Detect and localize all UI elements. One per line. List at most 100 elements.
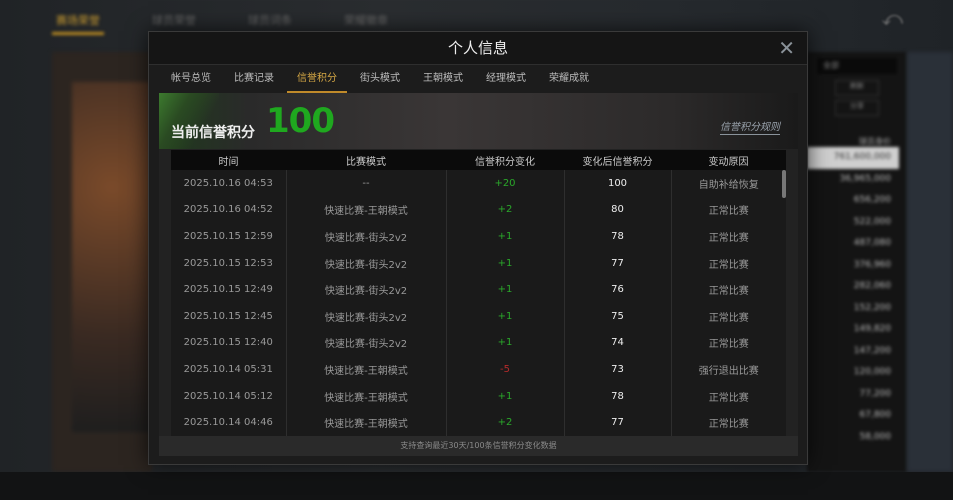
share-button[interactable]: 分享: [835, 100, 879, 116]
change-cell: +2: [445, 196, 564, 224]
credit-banner: 当前信誉积分 100 信誉积分规则: [159, 93, 798, 149]
after-score-cell: 100: [563, 170, 671, 197]
reason-cell: 正常比赛: [670, 329, 786, 357]
tab-4[interactable]: 王朝模式: [423, 73, 463, 84]
after-score-cell: 76: [563, 276, 671, 303]
change-cell: +20: [445, 170, 564, 197]
change-cell: +1: [445, 249, 564, 277]
reason-cell: 正常比赛: [670, 302, 786, 330]
reason-cell: 正常比赛: [670, 276, 786, 303]
tab-0[interactable]: 帐号总览: [171, 73, 211, 84]
ranking-value: 522,000: [853, 216, 891, 227]
ranking-panel: 全部 刷新 分享 球员身价 761,600,000 36,965,000 656,2…: [807, 52, 907, 472]
current-score-label: 当前信誉积分: [171, 125, 255, 141]
tab-1[interactable]: 比赛记录: [234, 73, 274, 84]
change-cell: +1: [445, 276, 564, 303]
mode-cell: 快速比赛-王朝模式: [285, 382, 446, 410]
mode-cell: 快速比赛-街头2v2: [285, 249, 446, 277]
ranking-value: 656,200: [853, 195, 891, 205]
table-row: 2025.10.16 04:52 快速比赛-王朝模式 +2 80 正常比赛: [171, 196, 786, 224]
personal-info-modal: 个人信息 ✕ 帐号总览 比赛记录 信誉积分 街头模式 王朝模式 经理模式 荣耀成就 当前信誉…: [148, 31, 808, 465]
mode-cell: 快速比赛-街头2v2: [285, 223, 446, 250]
ranking-value: 487,080: [853, 238, 891, 248]
time-cell: 2025.10.16 04:52: [171, 196, 286, 224]
time-cell: 2025.10.15 12:49: [171, 276, 286, 303]
bg-nav-item[interactable]: 球员荣誉: [152, 14, 196, 27]
table-row: 2025.10.15 12:45 快速比赛-街头2v2 +1 75 正常比赛: [171, 302, 786, 330]
footer-note: 支持查询最近30天/100条信誉积分变化数据: [159, 436, 798, 456]
ranking-value: 67,800: [859, 410, 892, 420]
time-cell: 2025.10.15 12:45: [171, 302, 286, 330]
column-header: 信誉积分变化: [446, 150, 564, 170]
after-score-cell: 75: [563, 302, 671, 330]
after-score-cell: 78: [563, 223, 671, 250]
after-score-cell: 73: [563, 356, 671, 383]
mode-cell: 快速比赛-王朝模式: [285, 196, 446, 224]
reason-cell: 正常比赛: [670, 223, 786, 250]
tab-5[interactable]: 经理模式: [486, 73, 526, 84]
table-row: 2025.10.14 05:12 快速比赛-王朝模式 +1 78 正常比赛: [171, 382, 786, 410]
background-nav: 赛场荣誉 球员荣誉 球员词条 荣耀徽章: [52, 8, 392, 35]
table-row: 2025.10.14 04:46 快速比赛-王朝模式 +2 77 正常比赛: [171, 409, 786, 436]
reason-cell: 自助补给恢复: [670, 170, 786, 197]
bg-nav-item[interactable]: 荣耀徽章: [344, 14, 388, 27]
credit-rules-link[interactable]: 信誉积分规则: [720, 118, 780, 135]
filter-select[interactable]: 全部: [817, 58, 897, 74]
modal-header: 个人信息 ✕: [149, 32, 807, 65]
column-header: 比赛模式: [286, 150, 446, 170]
tab-bar: 帐号总览 比赛记录 信誉积分 街头模式 王朝模式 经理模式 荣耀成就: [149, 65, 807, 93]
ranking-value: 147,200: [853, 345, 891, 356]
ranking-value: 36,965,000: [839, 173, 891, 184]
bg-nav-item[interactable]: 赛场荣誉: [52, 8, 104, 35]
ranking-value: 282,060: [853, 281, 891, 291]
tab-6[interactable]: 荣耀成就: [549, 73, 589, 84]
reason-cell: 正常比赛: [670, 382, 786, 410]
mode-cell: 快速比赛-街头2v2: [285, 302, 446, 330]
time-cell: 2025.10.14 05:12: [171, 382, 286, 410]
reason-cell: 正常比赛: [670, 409, 786, 436]
mode-cell: 快速比赛-街头2v2: [285, 276, 446, 303]
table-row: 2025.10.14 05:31 快速比赛-王朝模式 -5 73 强行退出比赛: [171, 356, 786, 383]
change-cell: +1: [445, 329, 564, 357]
table-row: 2025.10.15 12:49 快速比赛-街头2v2 +1 76 正常比赛: [171, 276, 786, 303]
table-row: 2025.10.15 12:59 快速比赛-街头2v2 +1 78 正常比赛: [171, 223, 786, 250]
time-cell: 2025.10.14 05:31: [171, 356, 286, 383]
after-score-cell: 77: [563, 409, 671, 436]
table-row: 2025.10.15 12:53 快速比赛-街头2v2 +1 77 正常比赛: [171, 249, 786, 277]
after-score-cell: 74: [563, 329, 671, 357]
table-row: 2025.10.16 04:53 -- +20 100 自助补给恢复: [171, 170, 786, 197]
ranking-value: 120,000: [853, 367, 891, 377]
back-icon[interactable]: ⤺: [881, 6, 903, 30]
credit-history-table: 时间 比赛模式 信誉积分变化 变化后信誉积分 变动原因 2025.10.16 0…: [171, 150, 786, 436]
background-scene: [907, 52, 953, 472]
ranking-value: 149,820: [853, 324, 891, 334]
refresh-button[interactable]: 刷新: [835, 80, 879, 96]
ranking-value: 761,600,000: [807, 147, 899, 169]
ranking-value: 152,200: [853, 302, 891, 313]
column-header: 时间: [171, 150, 286, 170]
scrollbar[interactable]: [782, 170, 786, 198]
change-cell: -5: [445, 356, 564, 383]
time-cell: 2025.10.15 12:40: [171, 329, 286, 357]
close-icon[interactable]: ✕: [778, 36, 795, 60]
change-cell: +2: [445, 409, 564, 436]
tab-2[interactable]: 信誉积分: [287, 65, 347, 93]
after-score-cell: 77: [563, 249, 671, 277]
bottom-bar: [0, 472, 953, 500]
tab-3[interactable]: 街头模式: [360, 73, 400, 84]
mode-cell: 快速比赛-王朝模式: [285, 409, 446, 436]
bg-nav-item[interactable]: 球员词条: [248, 14, 292, 27]
time-cell: 2025.10.15 12:53: [171, 249, 286, 277]
ranking-value: 77,200: [859, 388, 892, 399]
column-header: 变化后信誉积分: [564, 150, 671, 170]
time-cell: 2025.10.15 12:59: [171, 223, 286, 250]
credit-panel: 当前信誉积分 100 信誉积分规则 时间 比赛模式 信誉积分变化 变化后信誉积分…: [159, 93, 798, 456]
banner-decoration: [159, 93, 219, 149]
change-cell: +1: [445, 382, 564, 410]
after-score-cell: 80: [563, 196, 671, 224]
player-image: [72, 82, 152, 432]
mode-cell: 快速比赛-街头2v2: [285, 329, 446, 357]
mode-cell: 快速比赛-王朝模式: [285, 356, 446, 383]
reason-cell: 正常比赛: [670, 196, 786, 224]
current-score: 100: [266, 101, 335, 141]
